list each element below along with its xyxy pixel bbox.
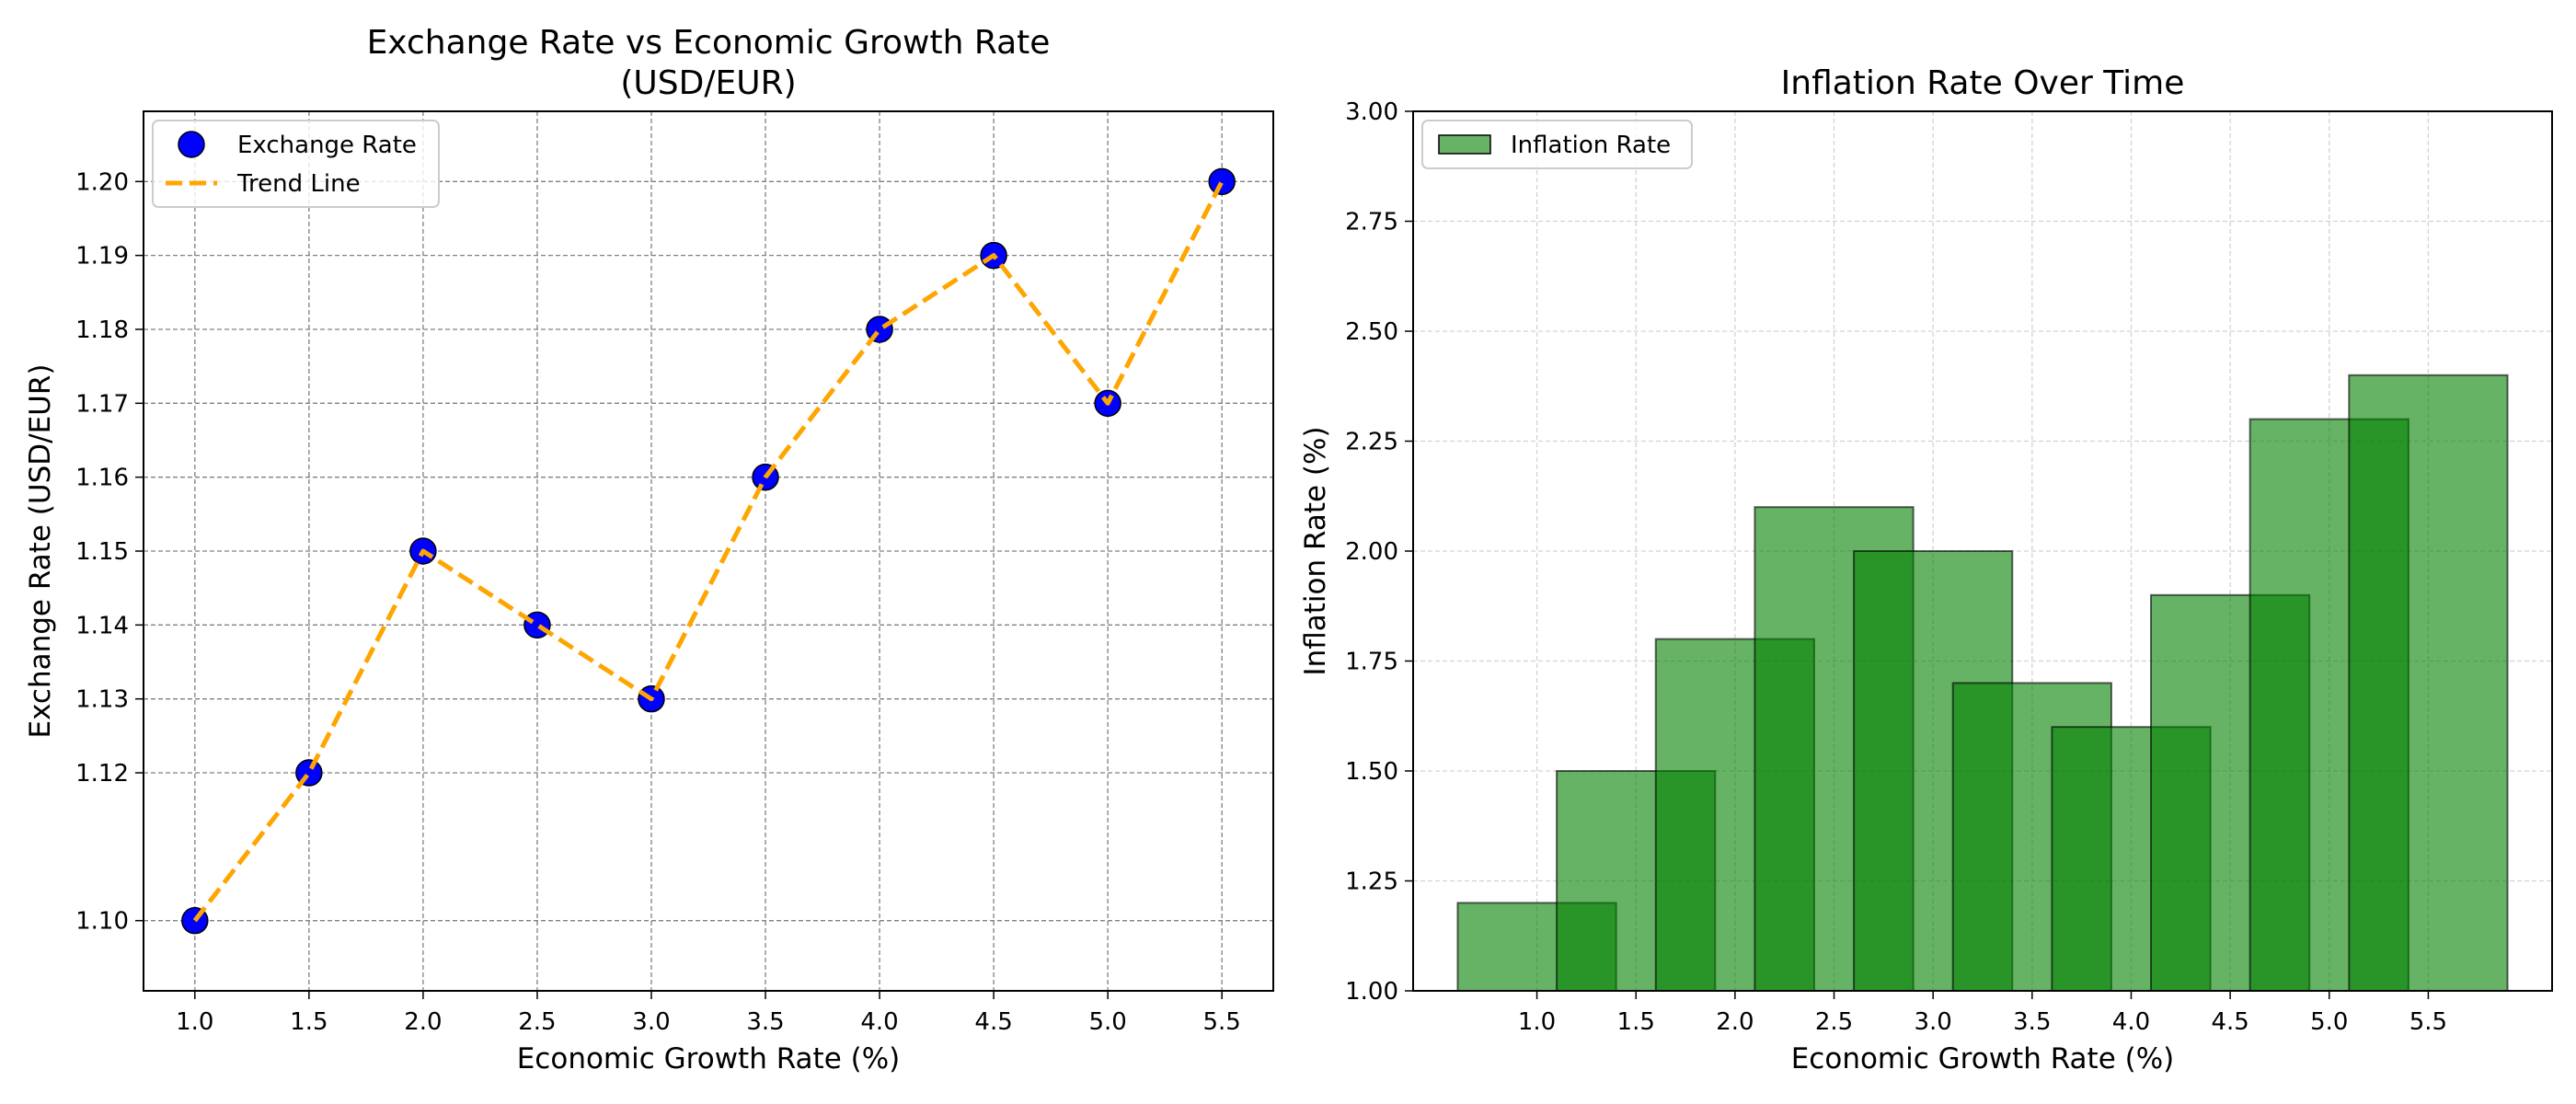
y-axis-ticks: 1.00 1.25 1.50 1.75 2.00 2.25 2.50 2.75 3.00 bbox=[1345, 98, 1413, 1006]
y-tick-label: 1.20 bbox=[75, 168, 129, 196]
trend-line bbox=[192, 180, 1225, 923]
exchange-rate-panel: Exchange Rate vs Economic Growth Rate (U… bbox=[24, 24, 1274, 1075]
y-axis-label: Inflation Rate (%) bbox=[1299, 426, 1332, 675]
y-tick-label: 2.00 bbox=[1345, 538, 1398, 566]
grid bbox=[144, 111, 1273, 991]
x-axis-label: Economic Growth Rate (%) bbox=[1791, 1042, 2175, 1075]
y-tick-label: 1.10 bbox=[75, 908, 129, 936]
legend-label-trend-line: Trend Line bbox=[236, 170, 361, 198]
legend: Inflation Rate bbox=[1421, 120, 1693, 169]
x-tick-label: 1.0 bbox=[176, 1008, 213, 1036]
bar bbox=[2348, 374, 2509, 992]
y-tick-label: 1.75 bbox=[1345, 649, 1398, 676]
y-tick-label: 1.25 bbox=[1345, 868, 1398, 896]
x-tick-label: 2.0 bbox=[1716, 1008, 1754, 1036]
legend-box bbox=[1421, 120, 1693, 169]
inflation-rate-panel: Inflation Rate Over Time 1.0 1.5 2.0 2.5 3.0… bbox=[1299, 64, 2553, 1075]
y-tick-label: 1.18 bbox=[75, 316, 129, 344]
y-tick-label: 2.25 bbox=[1345, 429, 1398, 456]
y-tick-label: 1.19 bbox=[75, 243, 129, 270]
y-tick-label: 1.17 bbox=[75, 390, 129, 418]
x-tick-label: 5.0 bbox=[1088, 1008, 1126, 1036]
x-axis-ticks: 1.0 1.5 2.0 2.5 3.0 3.5 4.0 4.5 5.0 5.5 bbox=[176, 991, 1241, 1036]
x-tick-label: 1.0 bbox=[1518, 1008, 1556, 1036]
x-tick-label: 3.5 bbox=[2013, 1008, 2051, 1036]
x-tick-label: 5.5 bbox=[1203, 1008, 1241, 1036]
chart-title-line1: Exchange Rate vs Economic Growth Rate bbox=[367, 24, 1051, 62]
y-axis-ticks: 1.10 1.12 1.13 1.14 1.15 1.16 1.17 1.18 1.19 1.20 bbox=[75, 168, 144, 936]
y-tick-label: 3.00 bbox=[1345, 98, 1398, 126]
y-tick-label: 1.16 bbox=[75, 465, 129, 492]
y-tick-label: 1.13 bbox=[75, 686, 129, 714]
plot-area bbox=[181, 167, 1236, 935]
x-tick-label: 4.5 bbox=[974, 1008, 1012, 1036]
y-tick-label: 1.12 bbox=[75, 760, 129, 788]
chart-title: Inflation Rate Over Time bbox=[1781, 64, 2185, 102]
plot-area bbox=[1456, 374, 2509, 993]
x-tick-label: 4.5 bbox=[2211, 1008, 2248, 1036]
y-tick-label: 2.50 bbox=[1345, 318, 1398, 346]
y-tick-label: 1.14 bbox=[75, 612, 129, 639]
y-tick-label: 1.50 bbox=[1345, 758, 1398, 786]
y-tick-label: 1.15 bbox=[75, 538, 129, 566]
x-tick-label: 3.5 bbox=[746, 1008, 784, 1036]
legend-marker-exchange-rate bbox=[178, 131, 205, 158]
legend-label-exchange-rate: Exchange Rate bbox=[237, 132, 417, 159]
x-tick-label: 2.0 bbox=[404, 1008, 442, 1036]
scatter-point bbox=[1208, 167, 1236, 196]
x-axis-label: Economic Growth Rate (%) bbox=[517, 1042, 901, 1075]
x-tick-label: 5.0 bbox=[2310, 1008, 2348, 1036]
legend-label-inflation-rate: Inflation Rate bbox=[1511, 132, 1671, 159]
scatter-point bbox=[523, 611, 551, 639]
y-axis-label: Exchange Rate (USD/EUR) bbox=[24, 364, 57, 739]
y-tick-label: 1.00 bbox=[1345, 978, 1398, 1006]
x-tick-label: 1.5 bbox=[290, 1008, 328, 1036]
x-tick-label: 2.5 bbox=[518, 1008, 556, 1036]
x-tick-label: 3.0 bbox=[632, 1008, 670, 1036]
legend-box bbox=[152, 120, 440, 208]
x-tick-label: 4.0 bbox=[860, 1008, 898, 1036]
x-tick-label: 5.5 bbox=[2409, 1008, 2447, 1036]
chart-title-line2: (USD/EUR) bbox=[620, 64, 796, 102]
x-tick-label: 4.0 bbox=[2112, 1008, 2150, 1036]
legend-marker-inflation-rate bbox=[1438, 134, 1491, 155]
x-tick-label: 1.5 bbox=[1617, 1008, 1655, 1036]
y-tick-label: 2.75 bbox=[1345, 209, 1398, 236]
x-tick-label: 2.5 bbox=[1815, 1008, 1853, 1036]
x-tick-label: 3.0 bbox=[1914, 1008, 1951, 1036]
legend: Exchange Rate Trend Line bbox=[152, 120, 440, 208]
x-axis-ticks: 1.0 1.5 2.0 2.5 3.0 3.5 4.0 4.5 5.0 5.5 bbox=[1518, 991, 2447, 1036]
